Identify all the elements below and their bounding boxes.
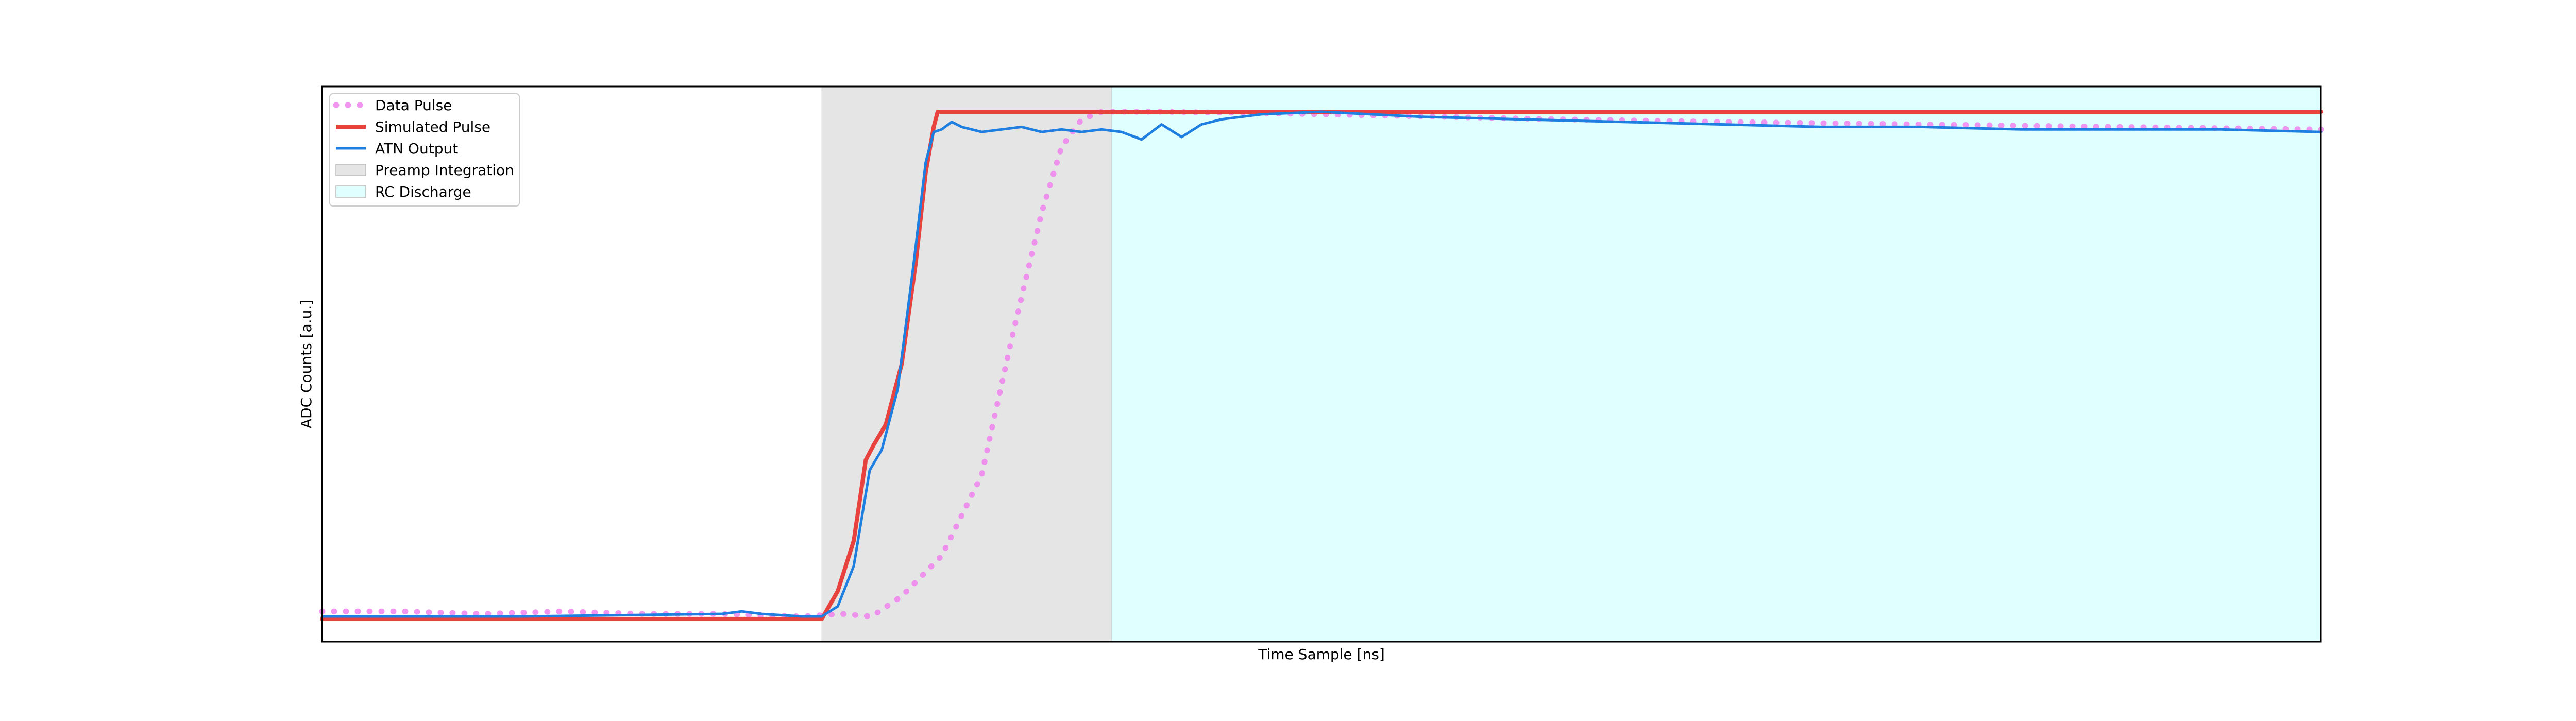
legend-item-preamp-integration: Preamp Integration [335,162,514,179]
legend-handle-rc-discharge [335,185,366,198]
legend-label-rc-discharge: RC Discharge [375,183,471,200]
legend-label-data-pulse: Data Pulse [375,97,452,114]
region-rc-discharge [1111,86,2321,642]
legend-item-atn-output: ATN Output [336,140,458,157]
y-axis-label: ADC Counts [a.u.] [298,300,315,428]
shaded-regions [821,86,2321,642]
legend: Data Pulse Simulated Pulse ATN Output Pream… [329,93,520,207]
axes-frame [321,85,2322,643]
series-lines [319,109,2324,621]
legend-handle-preamp-integration [335,164,366,176]
legend-item-data-pulse: Data Pulse [333,97,452,114]
legend-items: Data Pulse Simulated Pulse ATN Output Pream… [333,97,514,200]
legend-label-atn-output: ATN Output [375,140,458,157]
plot-area [319,85,2324,643]
legend-item-rc-discharge: RC Discharge [335,183,471,200]
series-atn-output [320,110,2323,618]
legend-label-simulated-pulse: Simulated Pulse [375,118,490,135]
legend-item-simulated-pulse: Simulated Pulse [336,118,490,135]
region-preamp-integration [821,86,1112,642]
legend-box [329,93,520,207]
x-axis-label: Time Sample [ns] [1258,646,1385,663]
legend-label-preamp-integration: Preamp Integration [375,162,514,179]
